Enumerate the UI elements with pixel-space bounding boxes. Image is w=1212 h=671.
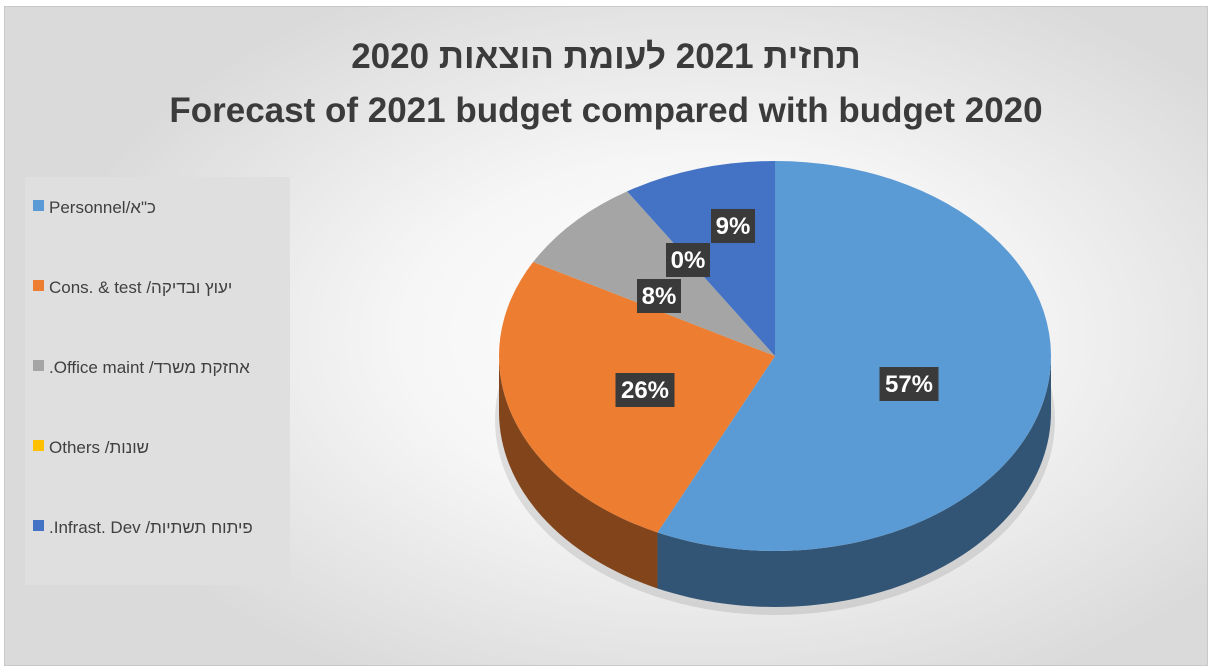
data-label-1: 26% bbox=[621, 377, 669, 404]
legend-label: פיתוח תשתיות/ Infrast. Dev. bbox=[49, 518, 253, 537]
data-label-box-1 bbox=[615, 373, 675, 407]
chart-title: תחזית 2021 לעומת הוצאות 2020 bbox=[351, 37, 861, 76]
legend-swatch bbox=[33, 200, 44, 211]
data-label-box-3 bbox=[666, 243, 710, 277]
legend-item-office: אחזקת משרד/ Office maint. bbox=[33, 355, 283, 381]
legend-item-personnel: כ"א/Personnel bbox=[33, 195, 283, 221]
legend: כ"א/Personnel יעוץ ובדיקה/ Cons. & test … bbox=[25, 177, 290, 585]
pie-side-0 bbox=[657, 356, 1052, 607]
data-label-box-0 bbox=[879, 367, 939, 401]
data-label-box-4 bbox=[711, 209, 755, 243]
pie-chart: 57% 26% 8% 0% 9% bbox=[495, 161, 1055, 615]
pie-slice-2 bbox=[533, 191, 775, 356]
pie-slice-0 bbox=[657, 161, 1051, 551]
legend-label: יעוץ ובדיקה/ Cons. & test bbox=[49, 278, 233, 297]
legend-label: שונות/ Others bbox=[49, 438, 150, 457]
data-label-box-2 bbox=[637, 279, 681, 313]
pie-side-1 bbox=[499, 356, 658, 589]
legend-swatch bbox=[33, 520, 44, 531]
data-label-4: 9% bbox=[716, 213, 751, 240]
legend-swatch bbox=[33, 440, 44, 451]
legend-label: אחזקת משרד/ Office maint. bbox=[49, 358, 250, 377]
chart-frame: תחזית 2021 לעומת הוצאות 2020 Forecast of… bbox=[4, 6, 1208, 666]
chart-subtitle: Forecast of 2021 budget compared with bu… bbox=[169, 91, 1043, 130]
data-label-3: 0% bbox=[671, 247, 706, 274]
legend-item-infrastructure: פיתוח תשתיות/ Infrast. Dev. bbox=[33, 515, 283, 541]
data-label-0: 57% bbox=[885, 371, 933, 398]
legend-swatch bbox=[33, 280, 44, 291]
legend-item-others: שונות/ Others bbox=[33, 435, 283, 461]
legend-label: כ"א/Personnel bbox=[49, 198, 156, 217]
legend-item-consulting: יעוץ ובדיקה/ Cons. & test bbox=[33, 275, 283, 301]
legend-swatch bbox=[33, 360, 44, 371]
data-label-2: 8% bbox=[642, 283, 677, 310]
